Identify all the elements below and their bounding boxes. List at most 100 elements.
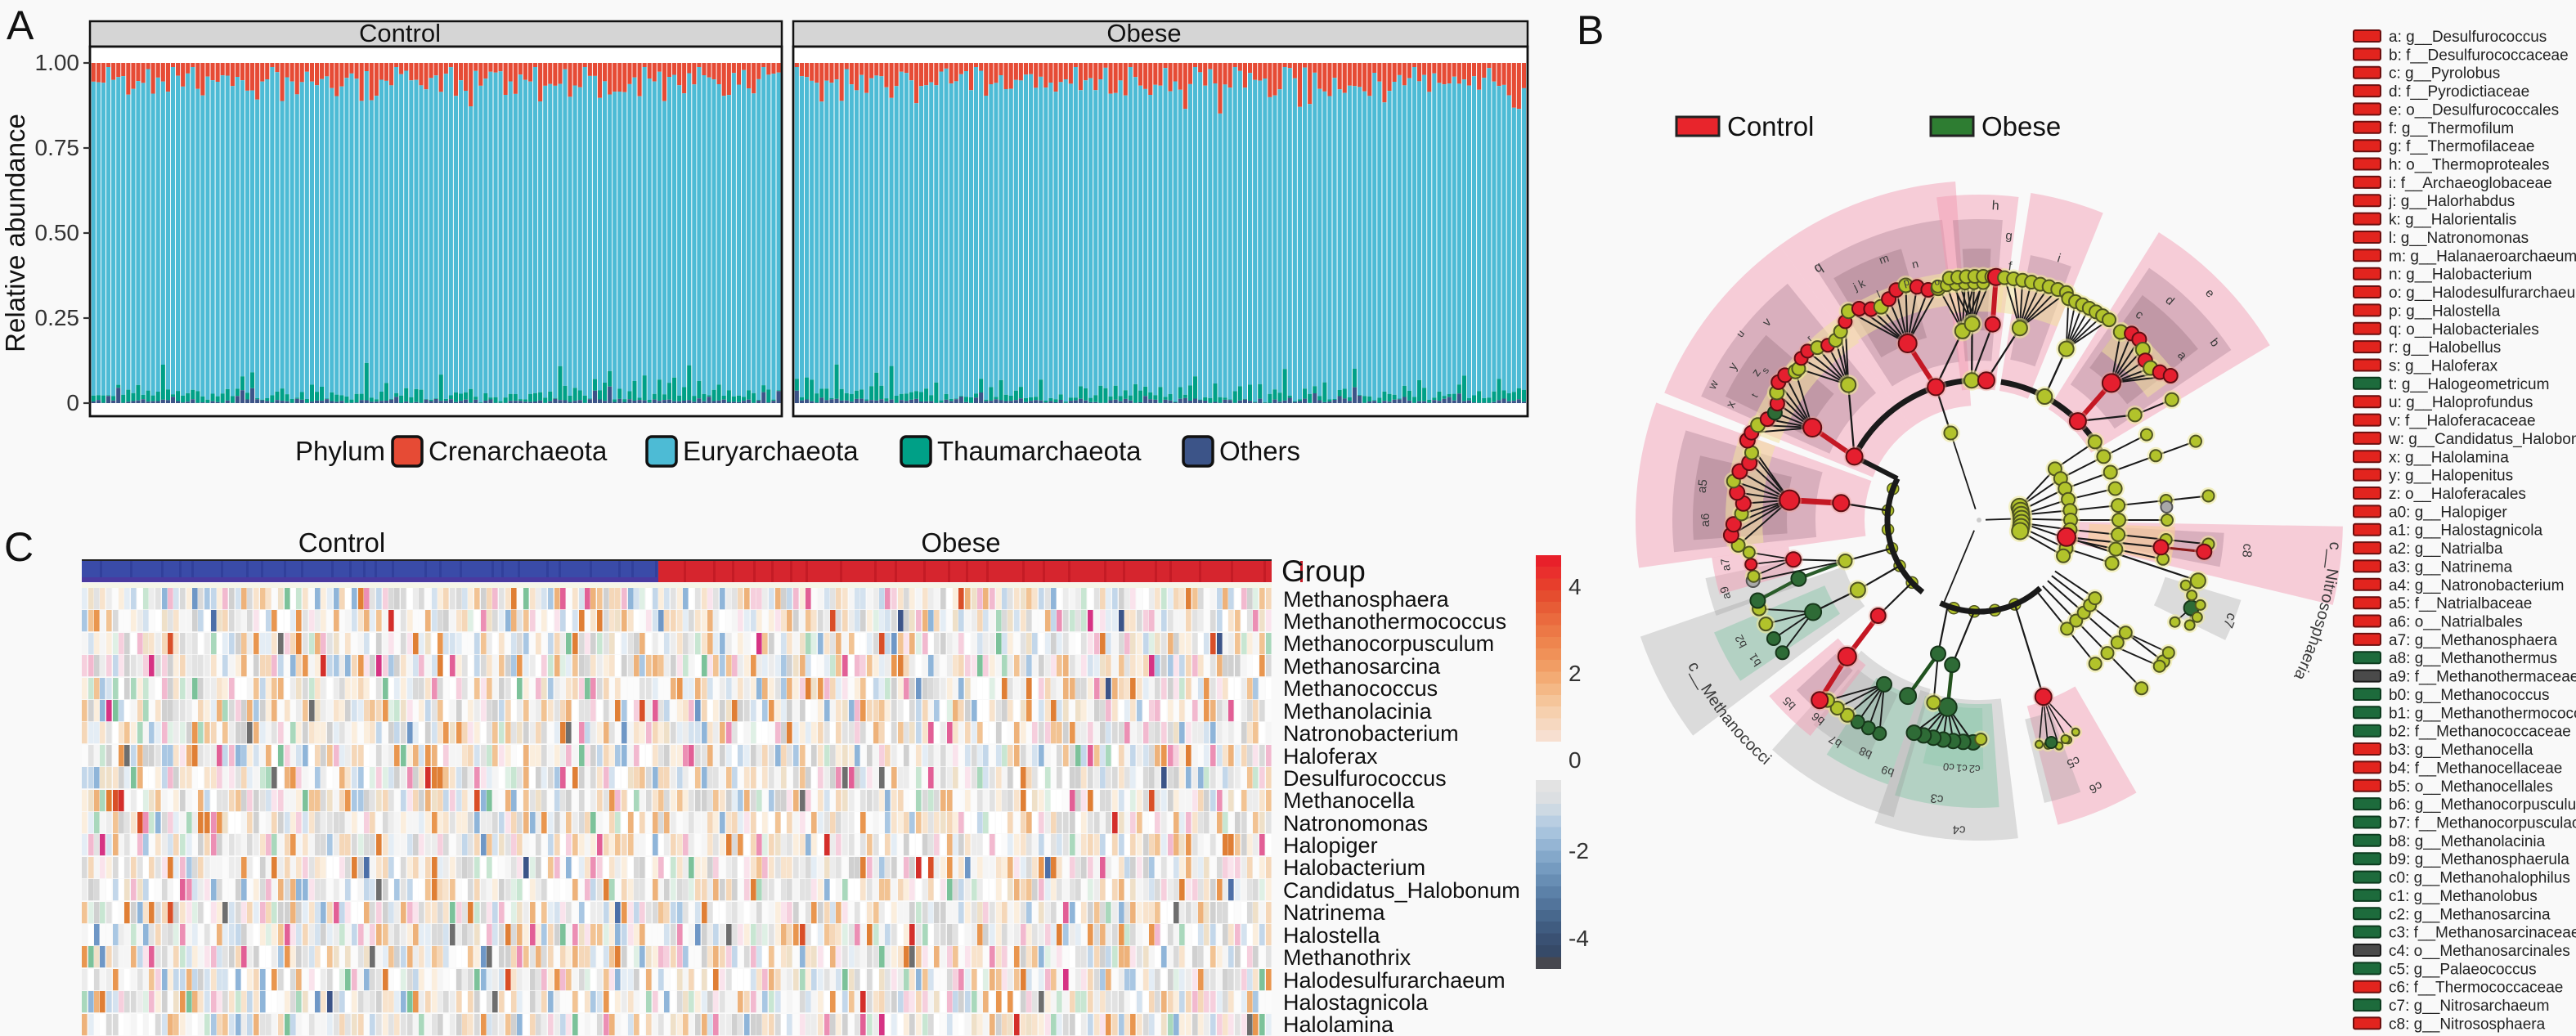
svg-text:p: p	[1901, 276, 1910, 289]
svg-text:b8: g__Methanolacinia: b8: g__Methanolacinia	[2389, 833, 2546, 850]
svg-text:c2: c2	[1969, 763, 1981, 775]
svg-text:Methanothermococcus: Methanothermococcus	[1283, 609, 1506, 634]
svg-text:g: g	[2005, 229, 2013, 244]
svg-text:Methanocorpusculum: Methanocorpusculum	[1283, 631, 1494, 656]
svg-text:n: g__Halobacterium: n: g__Halobacterium	[2389, 267, 2532, 284]
svg-text:e: o__Desulfurococcales: e: o__Desulfurococcales	[2389, 101, 2559, 119]
svg-text:Phylum: Phylum	[295, 436, 385, 466]
svg-text:b8: b8	[1856, 744, 1874, 761]
svg-text:Group: Group	[1281, 554, 1366, 588]
svg-text:Relative abundance: Relative abundance	[0, 114, 30, 352]
svg-text:a8: g__Methanothermus: a8: g__Methanothermus	[2389, 650, 2557, 667]
svg-text:Natronomonas: Natronomonas	[1283, 811, 1428, 836]
svg-text:b3: g__Methanocella: b3: g__Methanocella	[2389, 742, 2533, 759]
svg-text:Euryarchaeota: Euryarchaeota	[683, 436, 859, 466]
svg-text:c6: f__Thermococcaceae: c6: f__Thermococcaceae	[2389, 980, 2563, 997]
svg-text:c: g__Pyrolobus: c: g__Pyrolobus	[2389, 65, 2500, 83]
svg-text:l: l	[1875, 288, 1883, 300]
svg-text:a: g__Desulfurococcus: a: g__Desulfurococcus	[2389, 29, 2547, 46]
svg-text:a5: a5	[1695, 478, 1711, 494]
svg-text:c2: g__Methanosarcina: c2: g__Methanosarcina	[2389, 906, 2551, 923]
svg-text:0: 0	[1568, 747, 1582, 773]
svg-text:b7: b7	[1826, 733, 1844, 751]
svg-text:Halopiger: Halopiger	[1283, 833, 1378, 858]
svg-text:f: f	[2008, 259, 2013, 273]
svg-text:c5: g__Palaeococcus: c5: g__Palaeococcus	[2389, 961, 2537, 978]
svg-text:Halodesulfurarchaeum: Halodesulfurarchaeum	[1283, 968, 1506, 993]
svg-text:n: n	[1910, 257, 1919, 271]
svg-text:Methanocella: Methanocella	[1283, 788, 1416, 813]
svg-text:Halobacterium: Halobacterium	[1283, 855, 1425, 880]
svg-text:Obese: Obese	[1106, 19, 1181, 47]
svg-text:h: h	[1991, 199, 1999, 213]
svg-text:a9: f__Methanothermaceae: a9: f__Methanothermaceae	[2389, 669, 2576, 686]
svg-text:b2: b2	[1732, 633, 1749, 650]
svg-text:-4: -4	[1568, 926, 1589, 951]
svg-text:a5: f__Natrialbaceae: a5: f__Natrialbaceae	[2389, 595, 2532, 612]
svg-text:Control: Control	[1727, 111, 1814, 141]
svg-text:Halostagnicola: Halostagnicola	[1283, 990, 1429, 1015]
svg-text:1.00: 1.00	[35, 50, 80, 75]
svg-text:f: g__Thermofilum: f: g__Thermofilum	[2389, 120, 2514, 137]
svg-text:d: f__Pyrodictiaceae: d: f__Pyrodictiaceae	[2389, 83, 2529, 101]
svg-text:b9: g__Methanosphaerula: b9: g__Methanosphaerula	[2389, 851, 2569, 868]
svg-text:Methanosarcina: Methanosarcina	[1283, 654, 1441, 679]
svg-text:0.50: 0.50	[35, 220, 80, 245]
svg-text:v: f__Haloferacaceae: v: f__Haloferacaceae	[2389, 413, 2536, 430]
svg-text:m: g__Halanaeroarchaeum: m: g__Halanaeroarchaeum	[2389, 248, 2576, 265]
svg-text:Others: Others	[1219, 436, 1300, 466]
svg-text:b: f__Desulfurococcaceae: b: f__Desulfurococcaceae	[2389, 47, 2569, 64]
svg-text:Thaumarchaeota: Thaumarchaeota	[937, 436, 1142, 466]
svg-text:C: C	[4, 524, 34, 570]
svg-text:Methanosphaera: Methanosphaera	[1283, 587, 1450, 612]
svg-text:Obese: Obese	[1981, 111, 2061, 141]
svg-text:z: o__Haloferacales: z: o__Haloferacales	[2389, 486, 2526, 503]
svg-text:0.75: 0.75	[35, 135, 80, 160]
svg-text:h: o__Thermoproteales: h: o__Thermoproteales	[2389, 157, 2549, 174]
svg-text:Methanothrix: Methanothrix	[1283, 945, 1411, 970]
svg-text:Crenarchaeota: Crenarchaeota	[429, 436, 608, 466]
svg-text:x: g__Halolamina: x: g__Halolamina	[2389, 449, 2509, 466]
svg-text:c7: g__Nitrosarchaeum: c7: g__Nitrosarchaeum	[2389, 998, 2549, 1015]
svg-text:p: g__Halostella: p: g__Halostella	[2389, 303, 2501, 320]
svg-text:4: 4	[1568, 574, 1582, 599]
svg-text:0: 0	[66, 390, 79, 415]
svg-text:a1: g__Halostagnicola: a1: g__Halostagnicola	[2389, 522, 2542, 540]
svg-text:a9: a9	[1717, 585, 1734, 601]
svg-text:c5: c5	[2065, 753, 2082, 771]
svg-text:Halostella: Halostella	[1283, 923, 1381, 948]
svg-text:s: g__Haloferax: s: g__Haloferax	[2389, 358, 2498, 375]
svg-text:a3: g__Natrinema: a3: g__Natrinema	[2389, 558, 2512, 576]
svg-text:a7: a7	[1718, 557, 1733, 572]
svg-text:b5: o__Methanocellales: b5: o__Methanocellales	[2389, 778, 2553, 796]
svg-text:Natronobacterium: Natronobacterium	[1283, 721, 1459, 746]
svg-text:k: g__Halorientalis: k: g__Halorientalis	[2389, 212, 2516, 229]
svg-text:b6: g__Methanocorpusculum: b6: g__Methanocorpusculum	[2389, 796, 2576, 814]
svg-text:c0: c0	[1942, 760, 1954, 774]
svg-text:B: B	[1577, 7, 1604, 53]
svg-text:c3: f__Methanosarcinaceae: c3: f__Methanosarcinaceae	[2389, 925, 2576, 942]
svg-text:a6: a6	[1699, 514, 1712, 527]
svg-text:m: m	[1877, 251, 1890, 267]
svg-text:2: 2	[1568, 661, 1582, 686]
svg-text:o: o	[1933, 276, 1941, 288]
svg-text:c1: g__Methanolobus: c1: g__Methanolobus	[2389, 888, 2538, 905]
svg-text:Methanococcus: Methanococcus	[1283, 676, 1438, 701]
svg-text:l: g__Natronomonas: l: g__Natronomonas	[2389, 230, 2529, 247]
svg-text:a4: g__Natronobacterium: a4: g__Natronobacterium	[2389, 577, 2564, 594]
svg-text:c8: g__Nitrososphaera: c8: g__Nitrososphaera	[2389, 1016, 2546, 1033]
svg-text:w: g__Candidatus_Halobonum: w: g__Candidatus_Halobonum	[2388, 431, 2576, 448]
svg-text:a6: o__Natrialbales: a6: o__Natrialbales	[2389, 614, 2523, 631]
svg-text:Desulfurococcus: Desulfurococcus	[1283, 766, 1447, 791]
svg-text:b2: f__Methanococcaceae: b2: f__Methanococcaceae	[2389, 724, 2571, 741]
svg-text:b1: g__Methanothermococcus: b1: g__Methanothermococcus	[2389, 705, 2576, 722]
svg-text:Halolamina: Halolamina	[1283, 1012, 1394, 1036]
svg-text:Natrinema: Natrinema	[1283, 900, 1386, 925]
svg-text:c4: c4	[1952, 823, 1966, 837]
svg-text:b4: f__Methanocellaceae: b4: f__Methanocellaceae	[2389, 760, 2562, 777]
svg-text:Methanolacinia: Methanolacinia	[1283, 699, 1433, 724]
svg-text:c7: c7	[2220, 611, 2240, 630]
svg-text:i: f__Archaeoglobaceae: i: f__Archaeoglobaceae	[2389, 175, 2552, 192]
svg-text:Obese: Obese	[921, 527, 1000, 558]
svg-text:j: g__Halorhabdus: j: g__Halorhabdus	[2388, 193, 2515, 210]
